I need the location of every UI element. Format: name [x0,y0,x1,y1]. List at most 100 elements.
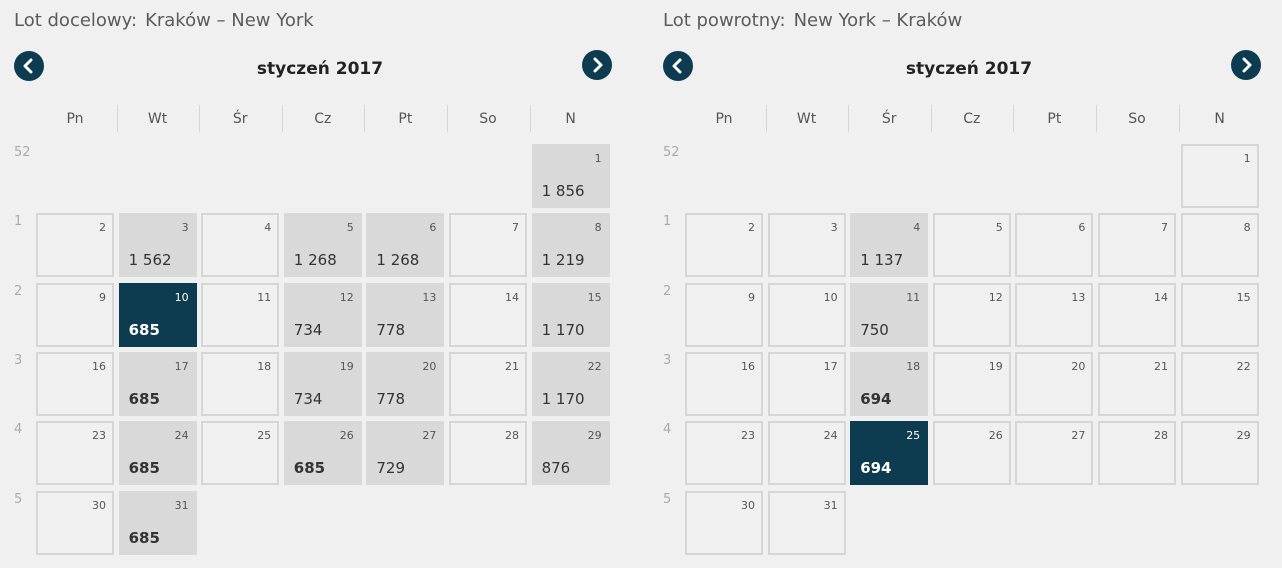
day-cell[interactable]: 26 [932,421,1011,486]
day-number: 22 [587,359,602,373]
price: 1 170 [541,320,585,339]
day-cell[interactable]: 23 [36,421,114,486]
day-cell[interactable]: 11 [201,282,280,347]
day-cell[interactable]: 31 [767,490,846,555]
day-cell[interactable]: 8 1 219 [531,213,610,278]
day-cell[interactable]: 14 [449,282,527,347]
day-cell[interactable]: 12 734 [283,282,362,347]
day-cell[interactable]: 19 734 [283,351,362,416]
weekday-label: Śr [881,111,897,127]
day-number: 19 [988,359,1003,373]
day-cell[interactable]: 30 [685,490,763,555]
price: 876 [541,459,571,478]
day-cell[interactable]: 4 1 137 [850,213,929,278]
day-cell[interactable]: 1 [1180,144,1259,208]
day-number: 10 [823,290,838,304]
day-cell[interactable]: 3 1 562 [118,213,197,278]
day-cell[interactable]: 16 [685,351,763,416]
day-cell[interactable]: 11 750 [850,282,929,347]
weekday-separator [529,105,531,132]
price: 734 [293,389,323,408]
price: 685 [128,459,160,478]
day-cell[interactable]: 17 [767,351,846,416]
day-cell[interactable]: 27 729 [366,421,445,486]
day-cell[interactable]: 1 1 856 [531,144,610,208]
day-cell[interactable]: 2 [36,213,114,278]
day-cell[interactable]: 31 685 [118,490,197,555]
day-cell[interactable]: 5 1 268 [283,213,362,278]
day-number: 26 [339,429,354,443]
day-cell[interactable]: 5 [932,213,1011,278]
day-cell[interactable]: 19 [932,351,1011,416]
day-number: 4 [913,221,921,235]
day-cell[interactable]: 30 [36,490,114,555]
day-number: 5 [346,221,354,235]
day-cell[interactable]: 15 1 170 [531,282,610,347]
day-cell[interactable]: 21 [1098,351,1176,416]
day-cell[interactable]: 9 [685,282,763,347]
day-number: 3 [181,221,189,235]
day-cell[interactable]: 20 778 [366,351,445,416]
prev-month-button[interactable] [663,51,693,81]
day-cell[interactable]: 9 [36,282,114,347]
day-cell[interactable]: 12 [932,282,1011,347]
day-cell[interactable]: 22 [1180,351,1259,416]
day-cell[interactable]: 28 [449,421,527,486]
day-cell[interactable]: 2 [685,213,763,278]
day-cell[interactable]: 6 [1015,213,1094,278]
weekday-separator [848,105,850,132]
week-number: 52 [663,145,680,160]
day-cell[interactable]: 7 [449,213,527,278]
day-cell[interactable]: 24 [767,421,846,486]
prev-month-button[interactable] [14,51,44,81]
day-number: 30 [741,498,755,512]
day-number: 29 [587,429,602,443]
day-cell[interactable]: 25 694 [850,421,929,486]
week-number: 5 [14,491,23,507]
day-cell[interactable]: 3 [767,213,846,278]
day-cell[interactable]: 18 [201,351,280,416]
day-cell[interactable]: 8 [1180,213,1259,278]
next-month-button[interactable] [582,50,612,80]
day-number: 17 [823,359,838,373]
price: 1 562 [128,251,172,270]
next-month-button[interactable] [1231,50,1261,80]
day-cell[interactable]: 28 [1098,421,1176,486]
chevron-left [672,58,682,74]
day-cell[interactable]: 29 [1180,421,1259,486]
price: 778 [376,389,406,408]
day-number: 18 [906,359,921,373]
weekday-label: N [565,111,576,127]
flight-label: Lot powrotny: [663,10,786,31]
day-cell[interactable]: 18 694 [850,351,929,416]
day-cell[interactable]: 23 [685,421,763,486]
day-cell[interactable]: 20 [1015,351,1094,416]
day-cell[interactable]: 14 [1098,282,1176,347]
day-cell[interactable]: 17 685 [118,351,197,416]
weekday-separator [199,105,201,132]
day-cell[interactable]: 21 [449,351,527,416]
day-number: 15 [587,290,602,304]
day-cell[interactable]: 26 685 [283,421,362,486]
week-number: 52 [14,145,31,160]
day-cell[interactable]: 29 876 [531,421,610,486]
day-cell[interactable]: 4 [201,213,280,278]
day-cell[interactable]: 10 685 [118,282,197,347]
day-cell[interactable]: 27 [1015,421,1094,486]
weekday-label: Wt [796,111,817,127]
day-cell[interactable]: 22 1 170 [531,351,610,416]
weekday-separator [364,105,366,132]
day-cell[interactable]: 13 778 [366,282,445,347]
day-cell[interactable]: 7 [1098,213,1176,278]
day-cell[interactable]: 10 [767,282,846,347]
price: 685 [128,389,160,408]
day-cell[interactable]: 6 1 268 [366,213,445,278]
day-cell[interactable]: 25 [201,421,280,486]
day-number: 15 [1236,290,1251,304]
month-label: styczeń 2017 [256,59,384,79]
day-cell[interactable]: 15 [1180,282,1259,347]
day-cell[interactable]: 13 [1015,282,1094,347]
price: 1 219 [541,251,585,270]
day-cell[interactable]: 24 685 [118,421,197,486]
day-cell[interactable]: 16 [36,351,114,416]
